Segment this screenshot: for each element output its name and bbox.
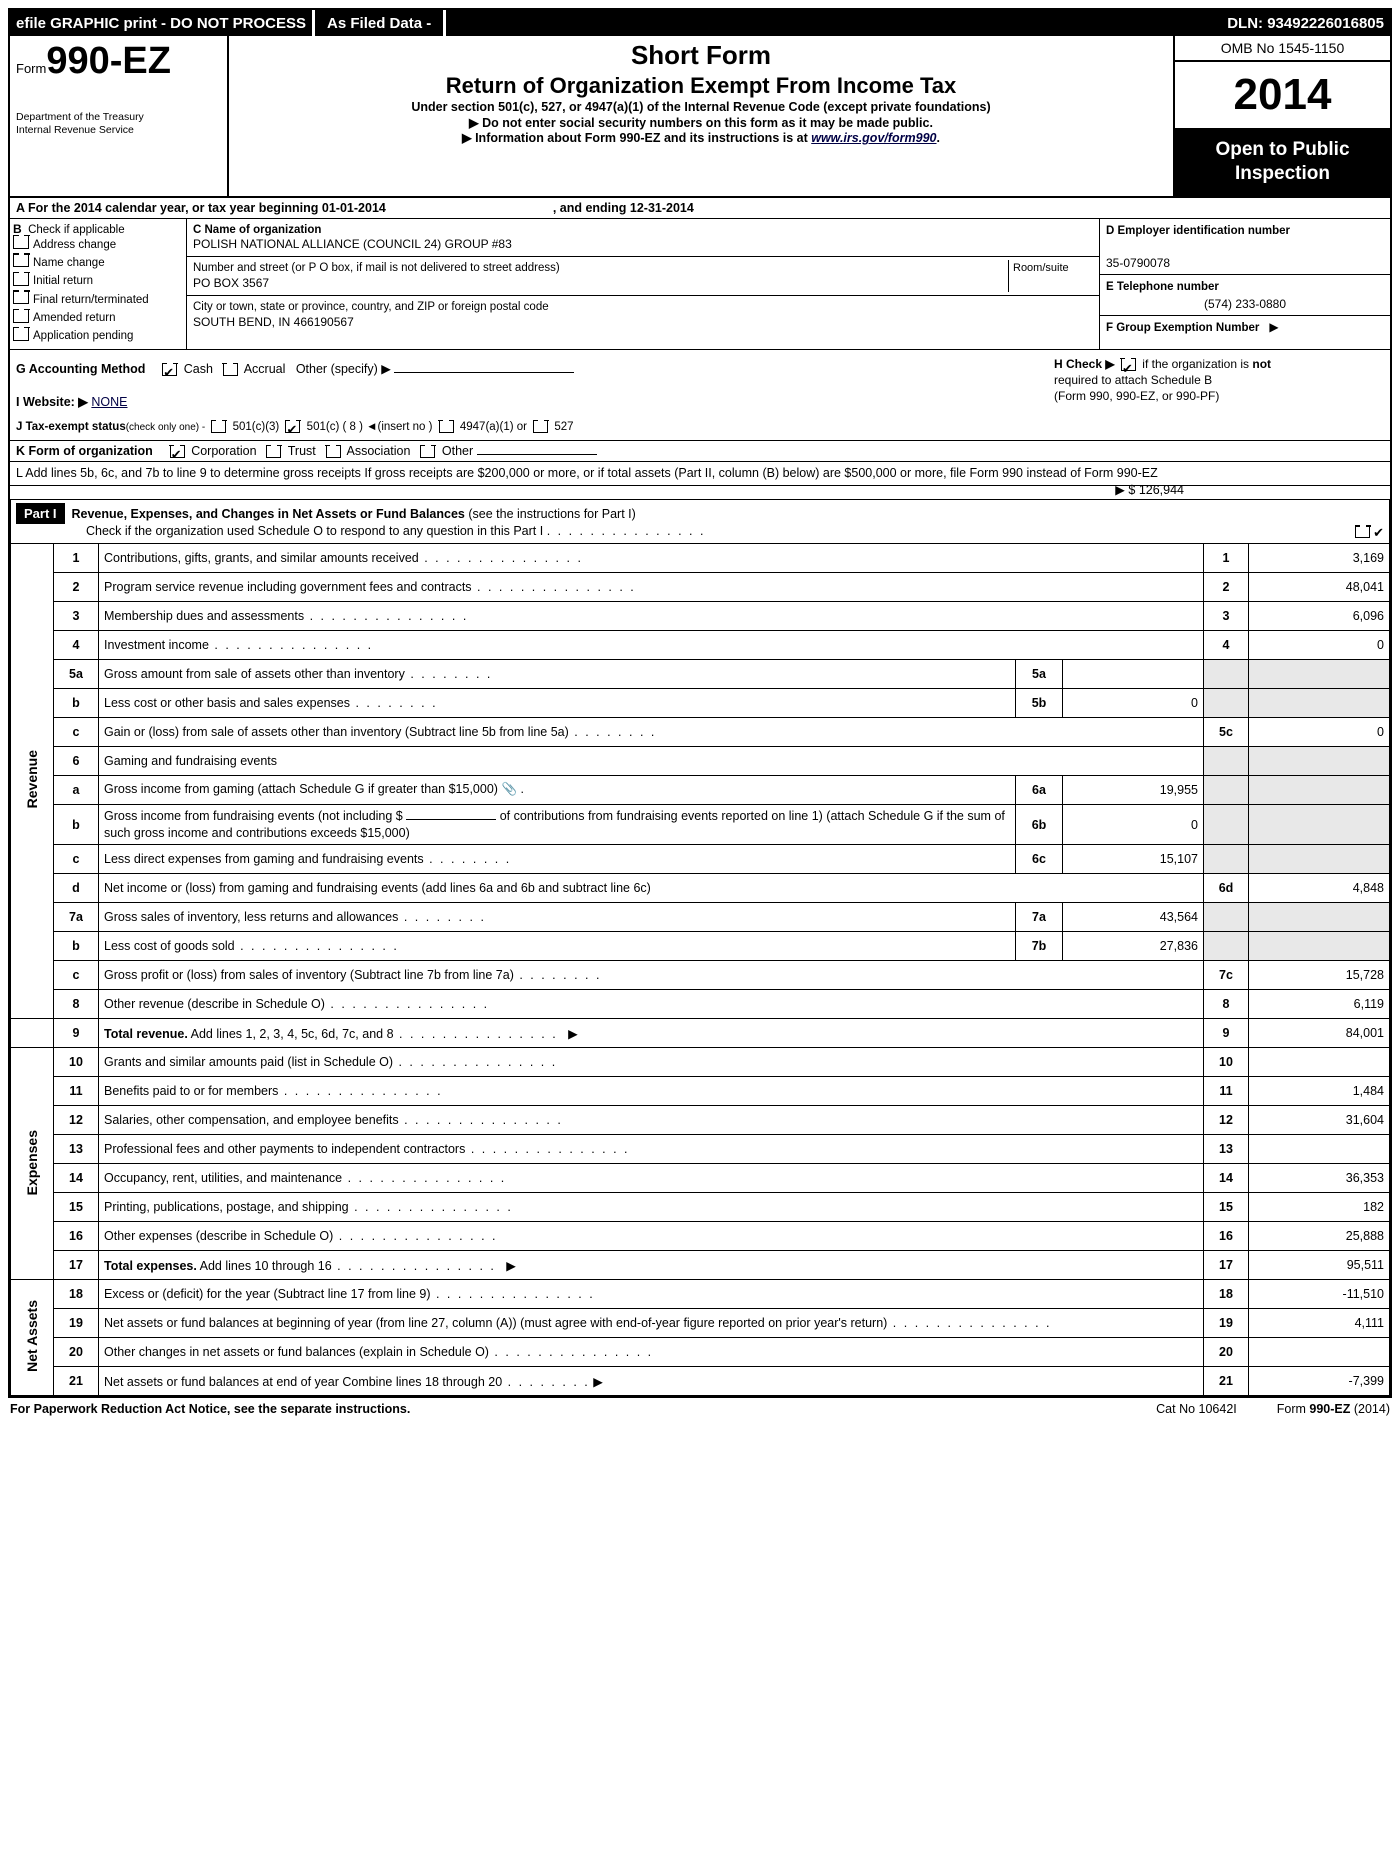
note-ssn: ▶ Do not enter social security numbers o…	[239, 115, 1163, 130]
block-bcdef: B Check if applicable Address change Nam…	[10, 219, 1390, 350]
line18-value: -11,510	[1249, 1280, 1390, 1309]
row-h: H Check ▶ ✔ if the organization is not r…	[1054, 356, 1384, 405]
city-label: City or town, state or province, country…	[193, 301, 549, 313]
line21-value: -7,399	[1249, 1367, 1390, 1396]
line6d-value: 4,848	[1249, 874, 1390, 903]
org-name: POLISH NATIONAL ALLIANCE (COUNCIL 24) GR…	[193, 237, 512, 251]
line12-value: 31,604	[1249, 1106, 1390, 1135]
topbar-mid: As Filed Data -	[321, 15, 437, 32]
tax-year: 2014	[1175, 62, 1390, 130]
form-header: Form990-EZ Department of the Treasury In…	[10, 36, 1390, 198]
row-a-tax-year: A For the 2014 calendar year, or tax yea…	[10, 198, 1390, 219]
side-netassets: Net Assets	[11, 1280, 54, 1396]
line8-value: 6,119	[1249, 990, 1390, 1019]
subtitle: Under section 501(c), 527, or 4947(a)(1)…	[239, 99, 1163, 115]
chk-address-change[interactable]: Address change	[13, 236, 183, 254]
line2-value: 48,041	[1249, 572, 1390, 601]
line19-value: 4,111	[1249, 1309, 1390, 1338]
schedule-icon[interactable]: 📎	[501, 782, 517, 796]
topbar: efile GRAPHIC print - DO NOT PROCESS As …	[10, 10, 1390, 36]
line3-value: 6,096	[1249, 601, 1390, 630]
line5b-value: 0	[1063, 688, 1204, 717]
row-j: J Tax-exempt status(check only one) - 50…	[16, 418, 1384, 436]
dept-treasury: Department of the Treasury	[16, 111, 144, 123]
phone-value: (574) 233-0880	[1204, 297, 1286, 311]
dept-irs: Internal Revenue Service	[16, 124, 134, 136]
line14-value: 36,353	[1249, 1164, 1390, 1193]
line10-value	[1249, 1048, 1390, 1077]
chk-final-return[interactable]: Final return/terminated	[13, 291, 183, 309]
section-def: D Employer identification number 35-0790…	[1099, 219, 1390, 349]
irs-link[interactable]: www.irs.gov/form990	[811, 131, 936, 145]
chk-name-change[interactable]: Name change	[13, 254, 183, 272]
footer-left: For Paperwork Reduction Act Notice, see …	[10, 1402, 1116, 1416]
chk-amended[interactable]: Amended return	[13, 309, 183, 327]
chk-initial-return[interactable]: Initial return	[13, 272, 183, 290]
main-title: Return of Organization Exempt From Incom…	[239, 73, 1163, 99]
header-left: Form990-EZ Department of the Treasury In…	[10, 36, 229, 196]
note-info-post: .	[937, 131, 940, 145]
line16-value: 25,888	[1249, 1222, 1390, 1251]
website-link[interactable]: NONE	[91, 395, 127, 409]
footer-cat: Cat No 10642I	[1116, 1402, 1277, 1416]
c-name-label: C Name of organization	[193, 224, 321, 236]
line20-value	[1249, 1338, 1390, 1367]
line6c-value: 15,107	[1063, 845, 1204, 874]
footer-form: Form 990-EZ (2014)	[1277, 1402, 1390, 1416]
line11-value: 1,484	[1249, 1077, 1390, 1106]
part1-check-text: Check if the organization used Schedule …	[16, 524, 543, 538]
city-value: SOUTH BEND, IN 466190567	[193, 315, 354, 329]
line4-value: 0	[1249, 630, 1390, 659]
line13-value	[1249, 1135, 1390, 1164]
side-revenue: Revenue	[11, 543, 54, 1019]
form-number: 990-EZ	[46, 40, 171, 82]
omb-number: OMB No 1545-1150	[1175, 36, 1390, 62]
room-label: Room/suite	[1013, 262, 1069, 274]
d-label: D Employer identification number	[1106, 225, 1290, 237]
f-arrow: ▶	[1269, 320, 1278, 334]
line6b-value: 0	[1063, 804, 1204, 845]
chk-pending[interactable]: Application pending	[13, 327, 183, 345]
part1-note: (see the instructions for Part I)	[468, 507, 635, 521]
form-container: efile GRAPHIC print - DO NOT PROCESS As …	[8, 8, 1392, 1398]
e-label: E Telephone number	[1106, 281, 1219, 293]
line7b-value: 27,836	[1063, 932, 1204, 961]
part1-title: Revenue, Expenses, and Changes in Net As…	[71, 507, 464, 521]
footer: For Paperwork Reduction Act Notice, see …	[8, 1398, 1392, 1416]
short-form-title: Short Form	[239, 40, 1163, 71]
line1-value: 3,169	[1249, 543, 1390, 572]
part1-label: Part I	[16, 503, 65, 524]
line9-value: 84,001	[1249, 1019, 1390, 1048]
part1-table: Part I Revenue, Expenses, and Changes in…	[10, 499, 1390, 1397]
ein-value: 35-0790078	[1106, 256, 1170, 270]
row-l: L Add lines 5b, 6c, and 7b to line 9 to …	[10, 462, 1390, 486]
line17-value: 95,511	[1249, 1251, 1390, 1280]
section-c: C Name of organization POLISH NATIONAL A…	[187, 219, 1099, 349]
header-mid: Short Form Return of Organization Exempt…	[229, 36, 1173, 196]
addr-value: PO BOX 3567	[193, 276, 269, 290]
form-prefix: Form	[16, 61, 46, 76]
line7a-value: 43,564	[1063, 903, 1204, 932]
line6a-value: 19,955	[1063, 775, 1204, 804]
addr-label: Number and street (or P O box, if mail i…	[193, 262, 560, 274]
line15-value: 182	[1249, 1193, 1390, 1222]
f-label: F Group Exemption Number	[1106, 322, 1259, 334]
header-right: OMB No 1545-1150 2014 Open to PublicInsp…	[1173, 36, 1390, 196]
side-expenses: Expenses	[11, 1048, 54, 1280]
ghij-block: H Check ▶ ✔ if the organization is not r…	[10, 350, 1390, 441]
open-public: Open to PublicInspection	[1175, 130, 1390, 196]
row-k: K Form of organization ✔ Corporation Tru…	[10, 441, 1390, 462]
line7c-value: 15,728	[1249, 961, 1390, 990]
line5c-value: 0	[1249, 717, 1390, 746]
section-b: B Check if applicable Address change Nam…	[10, 219, 187, 349]
note-info-pre: ▶ Information about Form 990-EZ and its …	[462, 131, 811, 145]
topbar-left: efile GRAPHIC print - DO NOT PROCESS	[10, 15, 306, 32]
topbar-dln: DLN: 93492226016805	[1227, 15, 1390, 32]
